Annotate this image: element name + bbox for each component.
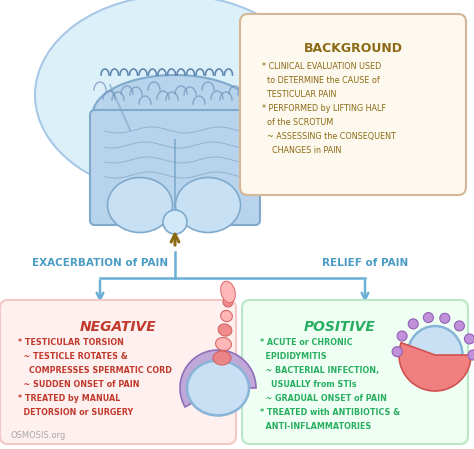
Text: * PERFORMED by LIFTING HALF: * PERFORMED by LIFTING HALF bbox=[262, 104, 386, 113]
FancyBboxPatch shape bbox=[242, 300, 468, 444]
Text: OSMOSIS.org: OSMOSIS.org bbox=[10, 431, 65, 440]
Text: RELIEF of PAIN: RELIEF of PAIN bbox=[322, 258, 408, 268]
Text: ~ ASSESSING the CONSEQUENT: ~ ASSESSING the CONSEQUENT bbox=[262, 132, 396, 141]
FancyBboxPatch shape bbox=[240, 14, 466, 195]
Ellipse shape bbox=[221, 281, 235, 303]
Text: POSITIVE: POSITIVE bbox=[304, 320, 376, 334]
Text: ~ GRADUAL ONSET of PAIN: ~ GRADUAL ONSET of PAIN bbox=[260, 394, 387, 403]
Ellipse shape bbox=[218, 324, 232, 336]
Circle shape bbox=[440, 313, 450, 323]
FancyBboxPatch shape bbox=[0, 300, 236, 444]
Ellipse shape bbox=[213, 351, 231, 365]
Circle shape bbox=[397, 331, 407, 341]
Wedge shape bbox=[180, 350, 256, 407]
Ellipse shape bbox=[35, 0, 315, 195]
Text: to DETERMINE the CAUSE of: to DETERMINE the CAUSE of bbox=[262, 76, 380, 85]
Text: CHANGES in PAIN: CHANGES in PAIN bbox=[262, 146, 341, 155]
Ellipse shape bbox=[187, 361, 249, 415]
Text: NEGATIVE: NEGATIVE bbox=[80, 320, 156, 334]
Text: * TESTICULAR TORSION: * TESTICULAR TORSION bbox=[18, 338, 124, 347]
Ellipse shape bbox=[92, 75, 257, 155]
Text: USUALLY from STIs: USUALLY from STIs bbox=[260, 380, 356, 389]
Circle shape bbox=[423, 313, 433, 322]
Circle shape bbox=[455, 321, 465, 331]
Text: * ACUTE or CHRONIC: * ACUTE or CHRONIC bbox=[260, 338, 353, 347]
Text: EPIDIDYMITIS: EPIDIDYMITIS bbox=[260, 352, 327, 361]
Text: ANTI-INFLAMMATORIES: ANTI-INFLAMMATORIES bbox=[260, 422, 371, 431]
Ellipse shape bbox=[175, 177, 240, 233]
Text: of the SCROTUM: of the SCROTUM bbox=[262, 118, 333, 127]
Circle shape bbox=[392, 347, 402, 357]
Ellipse shape bbox=[108, 177, 173, 233]
FancyBboxPatch shape bbox=[90, 110, 260, 225]
Circle shape bbox=[163, 210, 187, 234]
Text: * CLINICAL EVALUATION USED: * CLINICAL EVALUATION USED bbox=[262, 62, 381, 71]
Text: COMPRESSES SPERMATIC CORD: COMPRESSES SPERMATIC CORD bbox=[18, 366, 172, 375]
Circle shape bbox=[468, 350, 474, 360]
Text: ~ SUDDEN ONSET of PAIN: ~ SUDDEN ONSET of PAIN bbox=[18, 380, 139, 389]
Circle shape bbox=[408, 319, 418, 329]
Text: ~ BACTERIAL INFECTION,: ~ BACTERIAL INFECTION, bbox=[260, 366, 379, 375]
Ellipse shape bbox=[408, 326, 463, 384]
Ellipse shape bbox=[223, 297, 233, 307]
Text: BACKGROUND: BACKGROUND bbox=[303, 42, 402, 55]
Ellipse shape bbox=[220, 310, 232, 321]
Text: TESTICULAR PAIN: TESTICULAR PAIN bbox=[262, 90, 337, 99]
Wedge shape bbox=[399, 343, 471, 391]
Text: EXACERBATION of PAIN: EXACERBATION of PAIN bbox=[32, 258, 168, 268]
Circle shape bbox=[465, 334, 474, 344]
Text: * TREATED with ANTIBIOTICS &: * TREATED with ANTIBIOTICS & bbox=[260, 408, 400, 417]
Text: ~ TESTICLE ROTATES &: ~ TESTICLE ROTATES & bbox=[18, 352, 128, 361]
Text: DETORSION or SURGERY: DETORSION or SURGERY bbox=[18, 408, 133, 417]
Ellipse shape bbox=[216, 338, 231, 351]
Text: * TREATED by MANUAL: * TREATED by MANUAL bbox=[18, 394, 120, 403]
